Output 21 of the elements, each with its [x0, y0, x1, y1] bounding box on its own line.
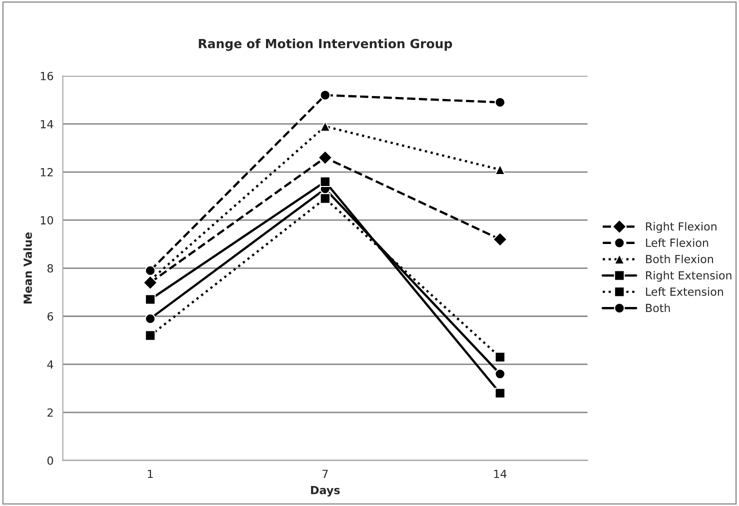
chart-title: Range of Motion Intervention Group [198, 38, 452, 51]
y-axis-title: Mean Value [23, 232, 32, 304]
x-tick-label: 1 [148, 470, 153, 478]
y-tick-label: 6 [47, 312, 54, 321]
y-tick-label: 8 [47, 264, 54, 273]
y-tick-label: 0 [47, 456, 54, 465]
y-tick-label: 16 [40, 72, 54, 80]
y-tick-label: 10 [40, 216, 54, 224]
legend-label: Both [646, 304, 670, 312]
x-tick-label: 14 [494, 470, 507, 478]
y-tick-label: 2 [48, 408, 53, 417]
x-tick-label: 7 [322, 470, 328, 478]
y-tick-label: 4 [47, 360, 54, 369]
legend-label: Both Flexion [646, 254, 714, 264]
legend-label: Right Flexion [646, 222, 716, 233]
y-tick-label: 14 [40, 120, 54, 128]
legend-label: Left Flexion [646, 238, 708, 247]
legend-label: Right Extension [646, 270, 732, 282]
y-tick-label: 12 [40, 168, 53, 176]
x-axis-title: Days [311, 486, 340, 497]
legend-label: Left Extension [646, 287, 724, 296]
